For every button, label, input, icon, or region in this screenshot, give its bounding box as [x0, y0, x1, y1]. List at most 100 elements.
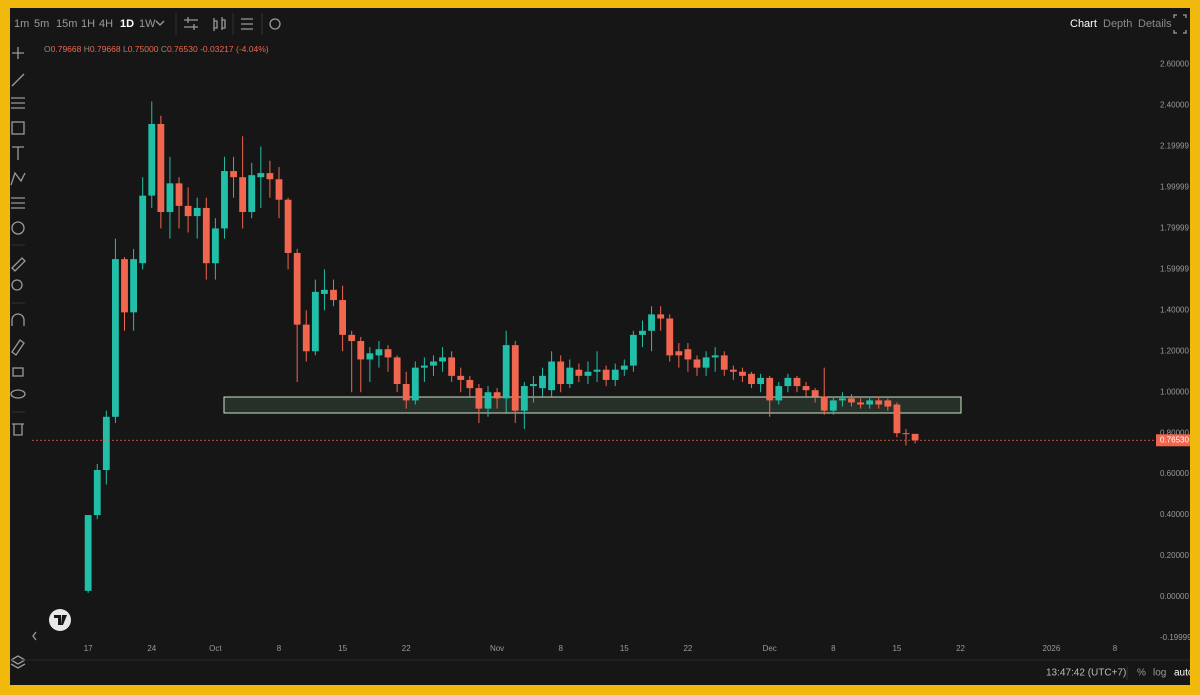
candle-body: [530, 384, 537, 387]
candle-body: [157, 123, 165, 213]
candle-body: [284, 199, 292, 253]
indicators-icon[interactable]: [184, 17, 198, 30]
candle-body: [829, 400, 837, 411]
interval-button[interactable]: 4H: [99, 18, 113, 30]
y-tick-label: 0.00000: [1160, 592, 1189, 601]
ohlc-legend: O0.79668 H0.79668 L0.75000 C0.76530 -0.0…: [44, 44, 269, 54]
fullscreen-icon[interactable]: [1173, 14, 1187, 34]
y-tick-label: 1.00000: [1160, 387, 1189, 396]
delete-tool[interactable]: [12, 423, 24, 436]
view-tab[interactable]: Chart: [1070, 18, 1097, 30]
scale-button[interactable]: auto: [1174, 668, 1194, 679]
candle-body: [539, 375, 546, 389]
view-tab[interactable]: Depth: [1103, 18, 1132, 30]
ohlc-key: O: [44, 44, 51, 54]
candle-body: [257, 173, 265, 178]
interval-dropdown[interactable]: [155, 20, 165, 26]
text-tool[interactable]: [12, 146, 24, 160]
candle-body: [493, 392, 501, 399]
candle-body: [639, 330, 646, 335]
candle-body: [457, 375, 465, 380]
x-tick-label: 15: [620, 644, 629, 653]
templates-icon[interactable]: [241, 18, 253, 30]
plot-area: 2.60000 2.40000 2.19999 1.99999 1.79999 1.599…: [32, 60, 1196, 653]
visibility-tool[interactable]: [10, 389, 26, 399]
settings-icon[interactable]: [269, 18, 281, 30]
ohlc-value: 0.75000: [128, 44, 159, 54]
x-tick-label: 22: [683, 644, 692, 653]
candle-body: [384, 349, 392, 358]
candle-body: [511, 345, 519, 411]
magnet-tool[interactable]: [11, 313, 25, 326]
interval-button[interactable]: 5m: [34, 18, 49, 30]
shape-tool[interactable]: [11, 121, 25, 135]
x-tick-label: 8: [558, 644, 563, 653]
candle-body: [348, 334, 356, 342]
candle-body: [293, 252, 301, 325]
lock-draw-tool[interactable]: [11, 339, 25, 356]
candle-body: [802, 386, 810, 391]
support-zone[interactable]: [223, 396, 962, 414]
x-tick-label: 22: [402, 644, 411, 653]
last-price-label: 0.76530: [1160, 435, 1189, 444]
candle-body: [648, 314, 655, 331]
candle-body: [784, 377, 792, 387]
candle-body: [221, 171, 228, 229]
ohlc-value: 0.79668: [51, 44, 82, 54]
y-tick-label: 0.80000: [1160, 428, 1189, 437]
interval-button[interactable]: 1m: [14, 18, 29, 30]
candle-body: [629, 334, 637, 366]
candle-body: [793, 377, 801, 387]
ohlc-key: L: [123, 44, 128, 54]
crosshair-tool[interactable]: [12, 47, 24, 59]
y-tick-label: 1.59999: [1160, 264, 1189, 273]
y-tick-label: 1.40000: [1160, 305, 1189, 314]
interval-button[interactable]: 1D: [120, 18, 134, 30]
y-tick-label: 0.40000: [1160, 510, 1189, 519]
lock-tool[interactable]: [12, 367, 24, 377]
candle-body: [466, 379, 474, 389]
candle-body: [139, 195, 147, 264]
x-tick-label: 8: [277, 644, 282, 653]
emoji-tool[interactable]: [11, 221, 25, 235]
fib-tool[interactable]: [11, 197, 25, 209]
candle-body: [366, 353, 374, 360]
candle-body: [838, 398, 846, 401]
interval-button[interactable]: 1H: [81, 18, 95, 30]
zoom-tool[interactable]: [11, 279, 23, 291]
y-tick-label: 2.60000: [1160, 60, 1189, 69]
x-tick-label: 22: [956, 644, 965, 653]
scale-button[interactable]: %: [1137, 668, 1146, 679]
app-background: [10, 8, 1190, 685]
x-tick-label: Oct: [209, 644, 222, 653]
candle-body: [248, 175, 256, 213]
pattern-tool[interactable]: [10, 171, 26, 186]
candle-body: [666, 318, 674, 356]
top-toolbar: 1m 5m 15m 1H 4H 1D 1W Chart Depth Details: [14, 13, 1187, 35]
collapse-arrow[interactable]: [32, 631, 37, 641]
interval-button[interactable]: 1W: [139, 18, 156, 30]
candle-body: [393, 357, 401, 385]
candle-body: [402, 384, 410, 401]
candle-body: [321, 289, 328, 294]
candle-body: [411, 367, 419, 401]
candles-icon[interactable]: [213, 17, 226, 31]
candle-body: [439, 357, 446, 362]
y-tick-label: 0.60000: [1160, 469, 1189, 478]
candle-body: [266, 173, 274, 180]
measure-tool[interactable]: [11, 257, 26, 272]
scale-button[interactable]: log: [1153, 668, 1166, 679]
view-tab[interactable]: Details: [1138, 18, 1172, 30]
candle-body: [239, 177, 247, 213]
candle-body: [230, 171, 237, 178]
candle-body: [548, 361, 556, 391]
candle-body: [611, 369, 619, 380]
candle-body: [766, 377, 774, 401]
channel-tool[interactable]: [11, 97, 25, 109]
candle-body: [357, 341, 365, 360]
candle-body: [693, 359, 701, 368]
candle-body: [675, 351, 683, 356]
line-tool[interactable]: [11, 73, 25, 87]
last-price-tag: [1156, 434, 1196, 447]
interval-button[interactable]: 15m: [56, 18, 77, 30]
